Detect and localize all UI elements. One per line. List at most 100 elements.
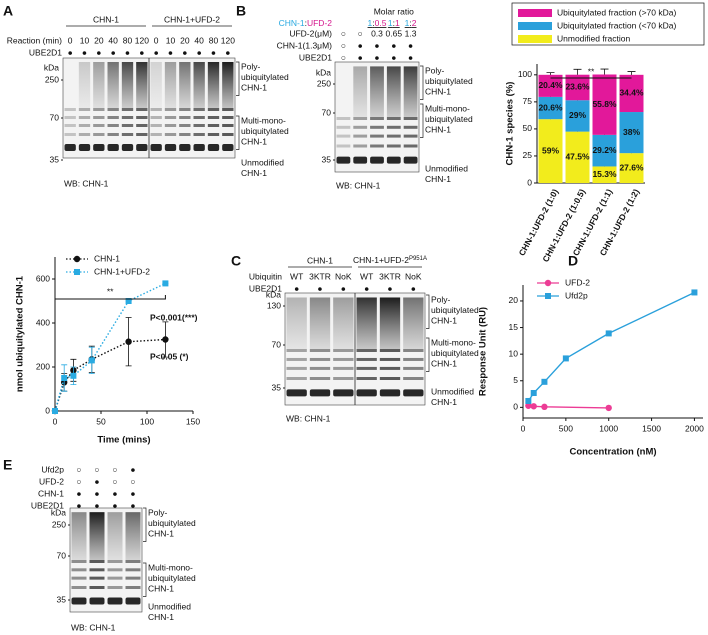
blot-band (353, 156, 368, 164)
blot-band (336, 117, 351, 120)
blot-band (93, 108, 105, 111)
blot-band (353, 134, 368, 138)
significance: ** (588, 66, 595, 76)
row-cell: ● (96, 47, 101, 57)
row-label: UBE2D1 (249, 283, 282, 293)
panel-letter: B (236, 3, 246, 19)
band-label: CHN-1 (431, 315, 457, 325)
blot-band (136, 108, 148, 111)
y-tick-label: 0 (45, 405, 50, 415)
data-point (70, 372, 77, 379)
significance: ** (107, 286, 114, 296)
ratio-part: 1 (368, 18, 373, 28)
blot-band (403, 125, 418, 129)
blot-band (333, 377, 354, 380)
bar-segment (565, 100, 590, 132)
blot-band (107, 568, 123, 572)
band-label: CHN-1 (241, 82, 267, 92)
band-label: Poly- (241, 61, 261, 71)
blot-band (150, 144, 162, 151)
blot-band (222, 133, 234, 136)
row-label: Ufd2p (41, 464, 64, 474)
row-cell: 10 (80, 35, 90, 45)
blot-smear (164, 62, 177, 108)
row-cell: ● (317, 283, 322, 293)
blot-band (71, 568, 87, 572)
blot-band (403, 349, 424, 352)
bar-value-label: 27.6% (619, 162, 644, 172)
blot-band (78, 124, 91, 127)
row-cell: 40 (194, 35, 204, 45)
marker-label: 35 (322, 154, 332, 164)
annotation: P<0.05 (*) (150, 351, 189, 361)
blot-band (164, 124, 177, 127)
blot-band (336, 156, 351, 164)
error-bar (627, 71, 636, 75)
band-label: Unmodified (431, 386, 474, 396)
blot-band (89, 597, 105, 605)
band-bracket (420, 103, 424, 138)
blot-band (93, 133, 105, 136)
row-cell: ● (408, 40, 413, 50)
blot-smear (150, 62, 162, 108)
x-tick-label: 0 (521, 423, 526, 433)
blot-band (150, 116, 162, 119)
blot-band (164, 108, 177, 111)
blot-band (222, 144, 234, 151)
blot-band (93, 144, 105, 151)
row-cell: ● (68, 47, 73, 57)
data-point (544, 279, 552, 287)
band-label: Poly- (431, 294, 451, 304)
x-tick-label: 1000 (599, 423, 618, 433)
blot-band (71, 586, 87, 589)
blot-band (370, 125, 384, 129)
wb-label: WB: CHN-1 (64, 178, 109, 188)
row-cell: ● (358, 52, 363, 62)
blot-band (125, 568, 141, 572)
data-point (525, 402, 532, 409)
row-cell: NoK (405, 271, 422, 281)
row-cell: ● (111, 47, 116, 57)
marker-label: 70 (322, 107, 332, 117)
row-cell: 120 (221, 35, 235, 45)
blot-smear (136, 62, 148, 108)
group-label: CHN-1 (307, 255, 333, 265)
y-tick-label: 10 (509, 348, 519, 358)
blot-band (107, 108, 119, 111)
blot-smear (403, 66, 418, 117)
band-label: Multi-mono- (431, 337, 476, 347)
data-point (74, 269, 80, 275)
row-label: CHN-1(1.3μM) (277, 40, 333, 50)
row-cell: ● (358, 40, 363, 50)
blot-band (386, 156, 401, 164)
kda-label: kDa (44, 62, 59, 72)
bar-segment (565, 74, 590, 101)
band-label: CHN-1 (431, 358, 457, 368)
band-label: CHN-1 (241, 136, 267, 146)
bar-segment (592, 74, 617, 135)
blot-band (121, 124, 134, 127)
data-point (73, 255, 81, 263)
row-cell: ○ (112, 476, 117, 486)
data-point (162, 336, 169, 343)
band-bracket (143, 507, 147, 542)
y-axis-label: nmol ubiquitylated CHN-1 (15, 275, 26, 392)
blot-smear (386, 66, 401, 117)
row-cell: 40 (108, 35, 118, 45)
y-tick-label: 75 (523, 96, 533, 106)
blot-band (356, 389, 377, 397)
row-cell: ○ (358, 28, 363, 38)
legend-swatch (518, 35, 552, 43)
y-axis-label: CHN-1 species (%) (505, 82, 516, 166)
row-label: CHN-1 (38, 488, 64, 498)
band-label: CHN-1 (148, 528, 174, 538)
blot-band (89, 576, 105, 580)
blot-band (193, 144, 205, 151)
blot-smear (71, 512, 87, 560)
band-label: ubiquitylated (148, 518, 196, 528)
row-cell: ● (211, 47, 216, 57)
row-cell: ● (225, 47, 230, 57)
blot-band (286, 357, 307, 361)
blot-band (136, 124, 148, 127)
x-axis-label: Concentration (nM) (569, 447, 656, 458)
